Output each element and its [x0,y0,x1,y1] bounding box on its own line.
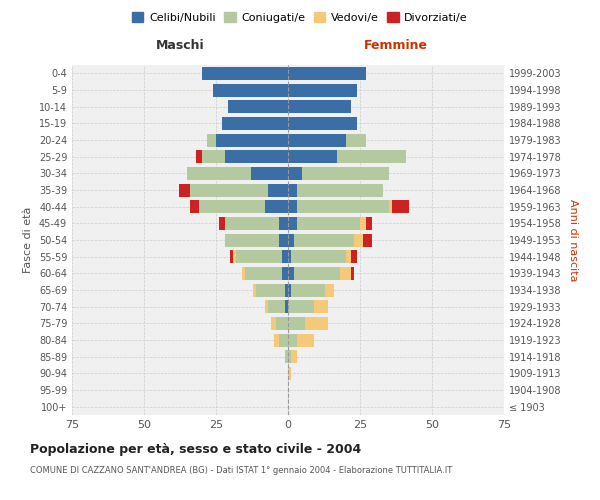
Bar [296,184,383,196]
Bar [224,217,280,230]
Bar [291,250,346,263]
Bar [288,284,291,296]
Bar [227,100,288,113]
Bar [274,334,280,346]
Bar [363,234,371,246]
Bar [389,200,392,213]
Bar [288,150,337,163]
Bar [288,167,302,180]
Bar [285,284,288,296]
Bar [216,134,288,146]
Bar [251,167,288,180]
Bar [242,267,245,280]
Bar [236,250,282,263]
Bar [340,267,352,280]
Bar [360,217,366,230]
Text: Femmine: Femmine [364,38,428,52]
Bar [288,134,346,146]
Bar [187,167,251,180]
Y-axis label: Fasce di età: Fasce di età [23,207,33,273]
Bar [282,267,288,280]
Bar [294,234,354,246]
Bar [265,300,268,313]
Y-axis label: Anni di nascita: Anni di nascita [568,198,578,281]
Bar [288,184,296,196]
Bar [288,217,296,230]
Bar [277,317,288,330]
Bar [190,184,268,196]
Bar [296,334,314,346]
Bar [305,317,328,330]
Bar [337,150,406,163]
Bar [346,250,352,263]
Bar [288,334,296,346]
Bar [288,250,291,263]
Bar [288,200,296,213]
Bar [208,134,216,146]
Bar [202,67,288,80]
Bar [288,367,291,380]
Bar [352,267,354,280]
Bar [288,84,357,96]
Bar [268,184,288,196]
Bar [392,200,409,213]
Bar [294,267,340,280]
Bar [296,217,360,230]
Bar [366,217,371,230]
Bar [296,200,389,213]
Bar [202,150,224,163]
Bar [253,284,256,296]
Bar [222,117,288,130]
Bar [288,300,314,313]
Bar [245,267,282,280]
Legend: Celibi/Nubili, Coniugati/e, Vedovi/e, Divorziati/e: Celibi/Nubili, Coniugati/e, Vedovi/e, Di… [128,8,472,28]
Bar [230,250,233,263]
Bar [224,234,280,246]
Bar [282,250,288,263]
Bar [302,167,389,180]
Bar [288,234,294,246]
Bar [346,134,366,146]
Bar [265,200,288,213]
Bar [288,67,366,80]
Text: Maschi: Maschi [155,38,205,52]
Bar [179,184,190,196]
Bar [271,317,277,330]
Bar [213,84,288,96]
Bar [288,267,294,280]
Bar [280,334,288,346]
Bar [199,200,265,213]
Bar [285,300,288,313]
Bar [268,300,285,313]
Text: Popolazione per età, sesso e stato civile - 2004: Popolazione per età, sesso e stato civil… [30,442,361,456]
Bar [280,217,288,230]
Bar [325,284,334,296]
Bar [352,250,357,263]
Bar [354,234,363,246]
Text: COMUNE DI CAZZANO SANT'ANDREA (BG) - Dati ISTAT 1° gennaio 2004 - Elaborazione T: COMUNE DI CAZZANO SANT'ANDREA (BG) - Dat… [30,466,452,475]
Bar [288,350,291,363]
Bar [196,150,202,163]
Bar [280,234,288,246]
Bar [291,350,296,363]
Bar [291,284,325,296]
Bar [314,300,328,313]
Bar [288,100,352,113]
Bar [224,150,288,163]
Bar [233,250,236,263]
Bar [219,217,224,230]
Bar [288,117,357,130]
Bar [190,200,199,213]
Bar [288,317,305,330]
Bar [256,284,285,296]
Bar [285,350,288,363]
